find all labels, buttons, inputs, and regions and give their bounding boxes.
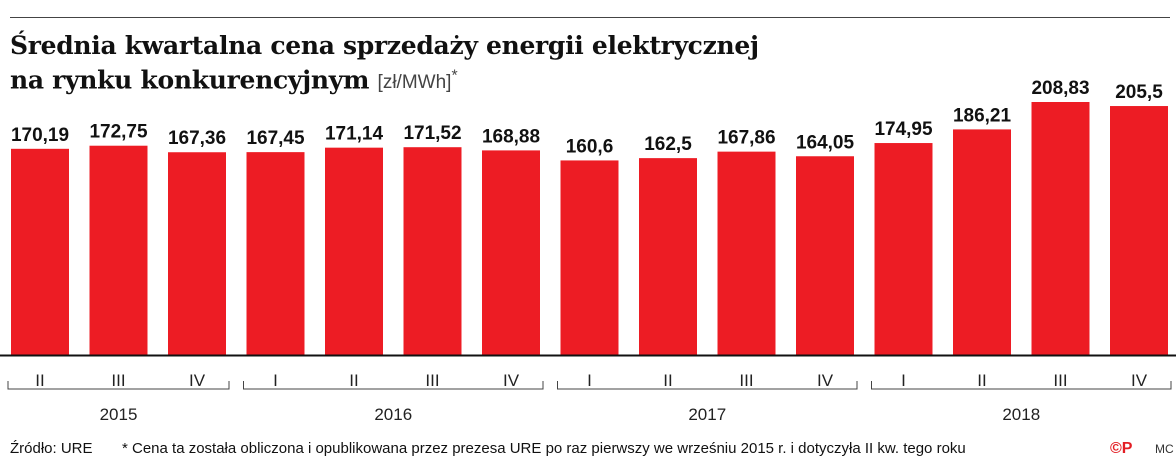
source-note: Źródło: URE <box>10 440 93 457</box>
bar-value-label: 167,36 <box>168 128 226 149</box>
publisher-logo: ©P <box>1110 440 1133 457</box>
bar <box>482 150 540 355</box>
bar <box>403 147 462 355</box>
year-bracket <box>871 381 1172 390</box>
title-line-2: na rynku konkurencyjnym <box>10 65 370 95</box>
bar <box>1031 102 1090 355</box>
x-tick-label: III <box>111 371 125 390</box>
x-tick-label: IV <box>817 371 834 390</box>
bar <box>953 129 1011 355</box>
year-label: 2017 <box>688 405 726 424</box>
bar-value-label: 208,83 <box>1031 78 1089 99</box>
year-bracket <box>557 381 858 390</box>
bar <box>796 156 854 355</box>
x-tick-label: II <box>35 371 44 390</box>
bar-value-label: 164,05 <box>796 132 855 153</box>
x-tick-label: I <box>901 371 906 390</box>
footnote: * Cena ta została obliczona i opublikowa… <box>122 440 966 457</box>
bar-value-label: 168,88 <box>482 126 540 147</box>
unit-footnote-mark: * <box>451 68 458 85</box>
bar <box>717 151 776 355</box>
bar-value-label: 186,21 <box>953 105 1012 126</box>
bar <box>639 158 697 355</box>
x-tick-label: II <box>663 371 672 390</box>
x-tick-label: I <box>273 371 278 390</box>
bar-value-label: 170,19 <box>11 125 69 146</box>
unit-text: [zł/MWh] <box>377 72 452 94</box>
x-tick-label: II <box>349 371 358 390</box>
year-label: 2015 <box>100 405 138 424</box>
unit-label: [zł/MWh]* <box>377 68 458 94</box>
bar <box>325 147 383 355</box>
x-tick-label: III <box>425 371 439 390</box>
bar <box>168 152 226 355</box>
bar-value-label: 205,5 <box>1115 82 1163 103</box>
author-initials: MC <box>1155 442 1174 456</box>
year-label: 2016 <box>374 405 412 424</box>
bar <box>11 148 69 355</box>
x-tick-label: IV <box>503 371 520 390</box>
bar-value-label: 172,75 <box>89 122 148 143</box>
x-tick-label: III <box>1053 371 1067 390</box>
year-bracket <box>243 381 544 390</box>
chart-title: Średnia kwartalna cena sprzedaży energii… <box>10 30 759 98</box>
bar-value-label: 174,95 <box>874 119 933 140</box>
bar-value-label: 160,6 <box>566 136 614 157</box>
bar <box>874 143 933 355</box>
bar-value-label: 171,52 <box>403 123 461 144</box>
x-tick-label: IV <box>1131 371 1148 390</box>
bar-value-label: 171,14 <box>325 124 384 145</box>
x-tick-label: II <box>977 371 986 390</box>
year-label: 2018 <box>1002 405 1040 424</box>
bar <box>560 160 619 355</box>
bar-value-label: 167,45 <box>246 128 305 149</box>
top-rule <box>10 17 1170 18</box>
bar-value-label: 167,86 <box>717 128 775 149</box>
x-tick-label: IV <box>189 371 206 390</box>
bar-value-label: 162,5 <box>644 134 692 155</box>
title-line-1: Średnia kwartalna cena sprzedaży energii… <box>10 31 759 60</box>
year-bracket <box>7 381 230 390</box>
bar <box>89 145 148 355</box>
bar <box>1110 106 1168 355</box>
bar <box>246 152 305 355</box>
x-tick-label: I <box>587 371 592 390</box>
x-tick-label: III <box>739 371 753 390</box>
